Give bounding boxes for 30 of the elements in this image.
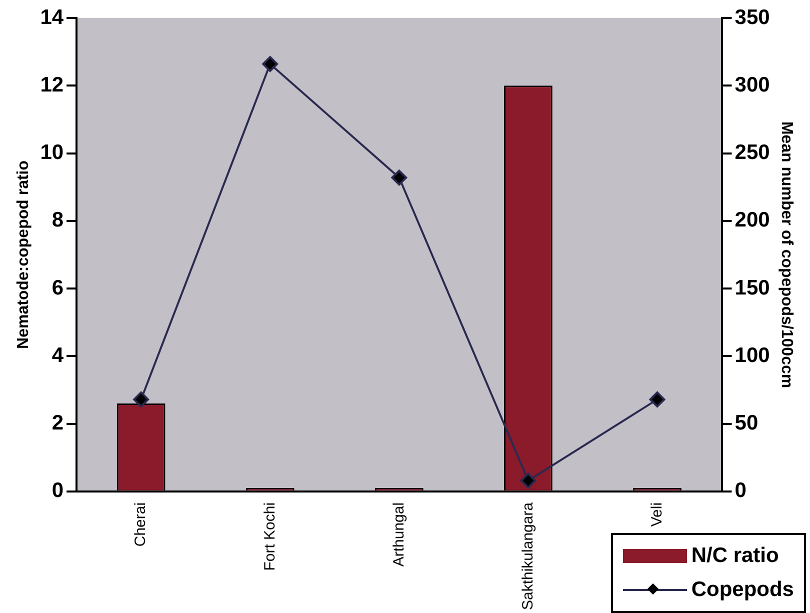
y-tick-label: 6 [52, 276, 64, 300]
y2-tick-label: 150 [734, 276, 770, 300]
x-tick-label: Arthungal [390, 502, 408, 567]
y-tick-label: 10 [40, 141, 64, 164]
y2-tick-label: 100 [734, 344, 770, 367]
y-tick-label: 12 [40, 73, 64, 96]
legend-label: N/C ratio [691, 544, 779, 568]
x-tick-label: Veli [648, 502, 666, 527]
x-tick-label: Cherai [132, 502, 150, 547]
x-tick-label: Fort Kochi [261, 502, 278, 571]
y2-axis-title: Mean number of copepods/100ccm [778, 121, 795, 388]
point [520, 472, 536, 489]
y2-tick-label: 0 [734, 479, 746, 502]
y2-tick-label: 200 [734, 208, 770, 232]
y-tick-label: 14 [40, 6, 64, 29]
point [391, 170, 408, 186]
y-tick-label: 4 [52, 344, 64, 367]
y2-tick-label: 350 [734, 6, 770, 29]
legend-label: Copepods [691, 578, 794, 602]
y-tick-label: 8 [52, 208, 64, 232]
y-tick-label: 0 [52, 479, 64, 502]
y-tick-label: 2 [52, 412, 64, 435]
point [262, 56, 278, 72]
y2-tick-label: 300 [734, 73, 770, 96]
y2-tick-label: 250 [734, 141, 770, 164]
point [133, 391, 150, 408]
x-tick-label: Sakthikulangara [519, 502, 536, 610]
y2-tick-label: 50 [734, 412, 758, 435]
y-axis-title: Nematode:copepod ratio [15, 160, 32, 349]
point [649, 391, 666, 408]
